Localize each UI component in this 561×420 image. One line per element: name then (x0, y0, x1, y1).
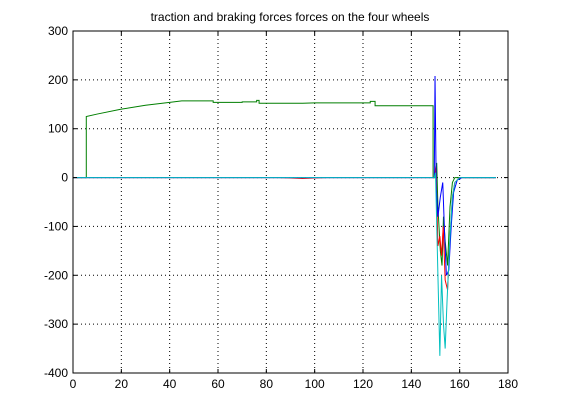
x-tick-label: 40 (163, 377, 177, 391)
x-tick-label: 100 (305, 377, 325, 391)
ticks (72, 30, 509, 374)
y-tick-label: 0 (61, 171, 68, 185)
y-tick-label: -200 (44, 268, 68, 282)
x-tick-label: 20 (115, 377, 129, 391)
axes-frame (72, 30, 509, 374)
y-tick-label: 100 (48, 122, 68, 136)
y-tick-label: -400 (44, 366, 68, 380)
x-tick-label: 120 (353, 377, 373, 391)
chart-title: traction and braking forces forces on th… (151, 10, 430, 24)
x-tick-labels: 0 20 40 60 80 100 120 140 160 180 (70, 377, 519, 391)
x-tick-label: 180 (498, 377, 518, 391)
x-tick-label: 0 (70, 377, 77, 391)
series-group (73, 75, 496, 356)
y-tick-label: -300 (44, 317, 68, 331)
x-tick-label: 60 (211, 377, 225, 391)
x-tick-label: 160 (450, 377, 470, 391)
y-tick-label: 200 (48, 73, 68, 87)
x-tick-label: 80 (260, 377, 274, 391)
series-line-3 (73, 75, 496, 276)
y-tick-label: 300 (48, 24, 68, 38)
plot-area (73, 31, 508, 373)
series-line-4 (73, 172, 496, 356)
y-tick-labels: -400 -300 -200 -100 0 100 200 300 (44, 24, 68, 380)
y-tick-label: -100 (44, 219, 68, 233)
x-tick-label: 140 (401, 377, 421, 391)
